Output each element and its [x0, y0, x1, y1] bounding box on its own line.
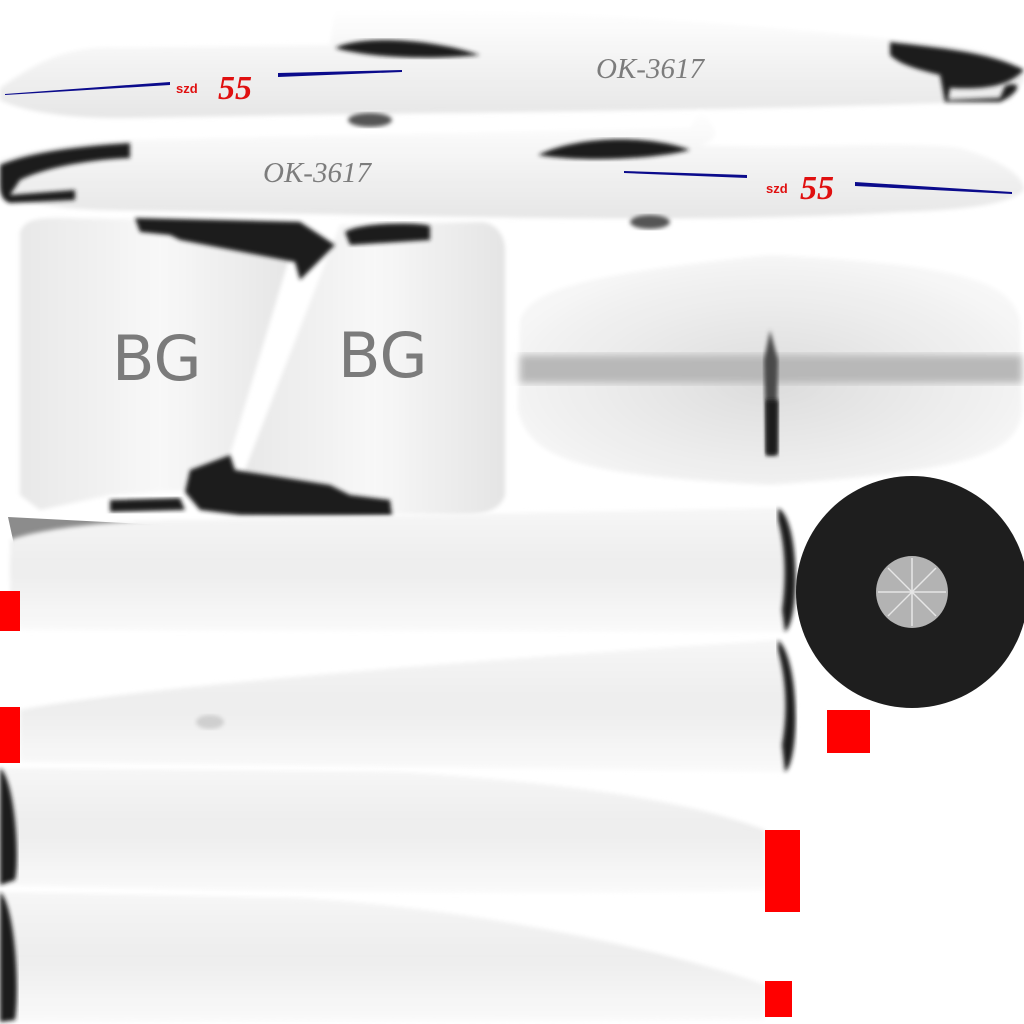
wheel: [796, 476, 1024, 708]
red-marker-5: [765, 981, 792, 1017]
wing-panels: [0, 508, 796, 1022]
registration-upper: OK-3617: [596, 53, 705, 85]
szd-label-lower: szd: [766, 181, 788, 196]
contest-number-upper: 55: [218, 70, 252, 107]
registration-lower: OK-3617: [263, 157, 372, 189]
fin-marking-left: BG: [112, 322, 202, 395]
szd-label-upper: szd: [176, 81, 198, 96]
horizontal-tail: [518, 255, 1022, 485]
red-marker-3: [827, 710, 870, 753]
fuselage-side-lower: [0, 110, 1024, 229]
hub-spokes: [878, 558, 946, 626]
red-marker-2: [0, 707, 20, 763]
red-marker-1: [0, 591, 20, 631]
fin-panels: [20, 218, 505, 516]
contest-number-lower: 55: [800, 170, 834, 207]
red-marker-4: [765, 830, 800, 912]
fuselage-side-upper: [0, 7, 1024, 127]
fin-marking-right: BG: [338, 319, 428, 392]
